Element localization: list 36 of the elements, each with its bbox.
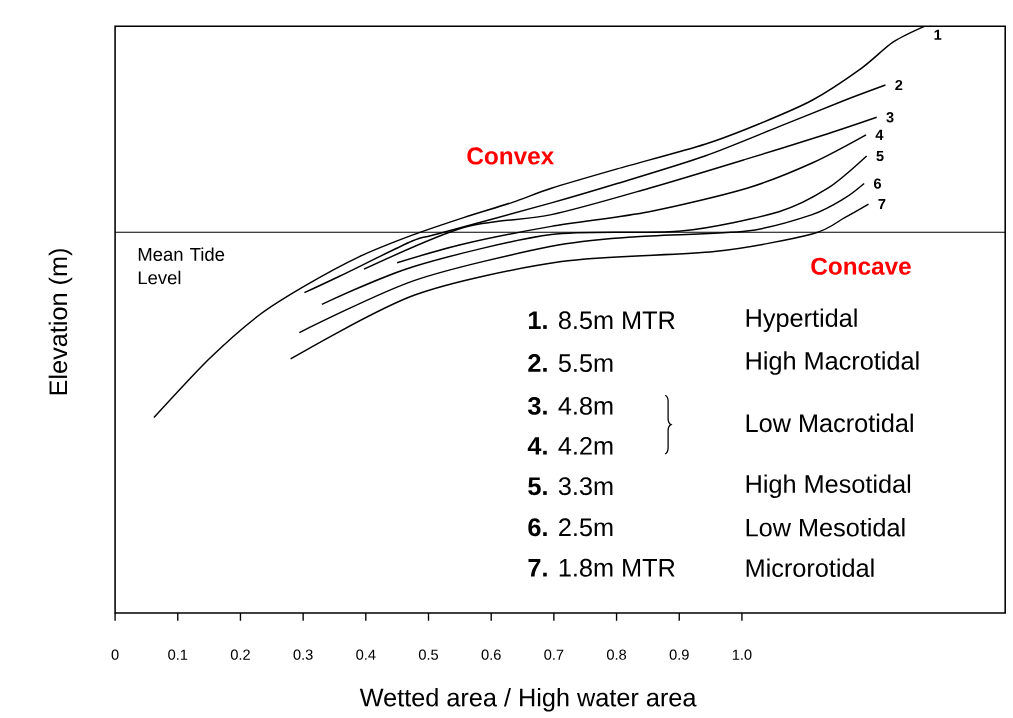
x-tick-label: 0.1	[168, 649, 188, 660]
annotation: 1. 8.5m MTR	[528, 311, 675, 330]
annotation: High Macrotidal	[746, 351, 919, 375]
x-tick-label: 0.2	[230, 649, 250, 660]
series-label: 4	[875, 129, 884, 140]
series-label: 6	[873, 178, 882, 189]
annotation: 2. 5.5m	[528, 353, 613, 372]
annotation: 7. 1.8m MTR	[528, 558, 675, 577]
x-tick-label: 1.0	[732, 649, 752, 660]
x-tick-label: 0.9	[669, 649, 689, 660]
y-axis-title: Elevation (m)	[48, 248, 73, 395]
ref-line-label: Mean Tide Level	[138, 247, 225, 285]
x-tick-label: 0.7	[544, 649, 564, 660]
annotation: Low Mesotidal	[746, 517, 905, 537]
annotation: Low Macrotidal	[746, 413, 913, 432]
x-axis-title: Wetted area / High water area	[359, 687, 697, 712]
x-tick-label: 0	[111, 649, 119, 660]
series-label: 1	[934, 29, 942, 40]
annotation: 4. 4.2m	[527, 436, 613, 455]
annotation: Concave	[811, 257, 911, 275]
annotation: 5. 3.3m	[528, 477, 613, 496]
annotation: High Mesotidal	[746, 474, 911, 498]
annotation: Hypertidal	[746, 308, 857, 332]
series-label: 7	[878, 198, 886, 209]
series-label: 5	[876, 150, 884, 161]
annotation: Convex	[467, 147, 555, 165]
annotation: Microrotidal	[746, 558, 874, 577]
x-tick-label: 0.5	[418, 649, 439, 660]
annotation: 3. 4.8m	[527, 396, 613, 415]
x-tick-label: 0.6	[481, 649, 501, 660]
x-tick-label: 0.4	[356, 649, 376, 660]
annotation: 6. 2.5m	[528, 518, 613, 537]
series-label: 2	[895, 79, 903, 90]
series-label: 3	[886, 111, 894, 123]
x-tick-label: 0.3	[293, 649, 313, 660]
x-tick-label: 0.8	[606, 649, 627, 660]
